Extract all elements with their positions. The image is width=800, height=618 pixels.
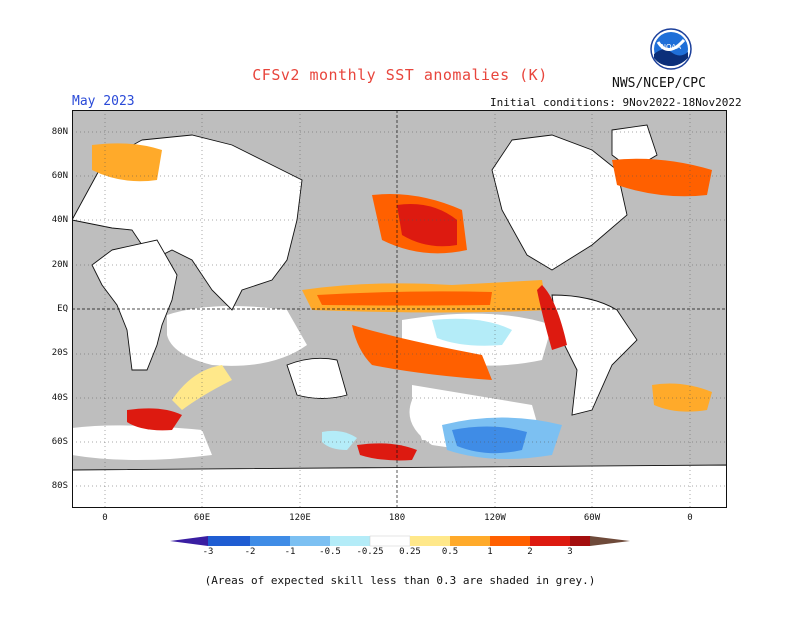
lat-label-40n: 40N: [51, 215, 68, 225]
organization-label: NWS/NCEP/CPC: [612, 76, 706, 91]
lon-label-0-east: 0: [687, 513, 693, 523]
reference-lines: [72, 110, 727, 508]
noaa-logo: NOAA: [650, 28, 692, 70]
colorbar-segment: [170, 536, 208, 546]
colorbar-tick: -0.5: [319, 547, 341, 557]
colorbar-segment: [530, 536, 570, 546]
colorbar-tick: 3: [567, 547, 573, 557]
lon-label-180: 180: [388, 513, 406, 523]
lat-label-40s: 40S: [51, 393, 68, 403]
colorbar-tick: 1: [487, 547, 493, 557]
colorbar-tick: 2: [527, 547, 533, 557]
colorbar-segment: [369, 535, 411, 547]
lon-label-0: 0: [102, 513, 108, 523]
negative-anomaly-regions: [322, 318, 562, 459]
colorbar: [170, 535, 630, 547]
positive-anomaly-regions: [92, 143, 712, 461]
lat-label-60n: 60N: [51, 171, 68, 181]
colorbar-segment: [570, 536, 590, 546]
initial-conditions-label: Initial conditions: 9Nov2022-18Nov2022: [490, 96, 742, 109]
lon-label-120e: 120E: [289, 513, 311, 523]
skill-footnote: (Areas of expected skill less than 0.3 a…: [204, 574, 596, 587]
colorbar-segment: [410, 536, 450, 546]
lon-label-120w: 120W: [484, 513, 506, 523]
colorbar-tick: -2: [244, 547, 256, 557]
colorbar-tick: -3: [202, 547, 214, 557]
colorbar-segment: [208, 536, 250, 546]
lon-label-60e: 60E: [193, 513, 211, 523]
colorbar-segment: [490, 536, 530, 546]
colorbar-segment: [330, 536, 370, 546]
colorbar-tick: 0.25: [399, 547, 421, 557]
sst-anomaly-map: [72, 110, 727, 508]
colorbar-segment: [450, 536, 490, 546]
lat-label-80s: 80S: [51, 481, 68, 491]
valid-month-label: May 2023: [72, 94, 135, 109]
lat-label-60s: 60S: [51, 437, 68, 447]
colorbar-segment: [290, 536, 330, 546]
colorbar-segment: [250, 536, 290, 546]
colorbar-segment: [590, 536, 630, 546]
lat-label-20s: 20S: [51, 348, 68, 358]
colorbar-tick: -0.25: [356, 547, 384, 557]
lon-label-60w: 60W: [583, 513, 601, 523]
lat-label-20n: 20N: [51, 260, 68, 270]
page-title: CFSv2 monthly SST anomalies (K): [252, 66, 548, 84]
colorbar-tick: -1: [284, 547, 296, 557]
svg-text:NOAA: NOAA: [661, 43, 682, 51]
colorbar-tick: 0.5: [441, 547, 459, 557]
lat-label-eq: EQ: [57, 304, 68, 314]
lat-label-80n: 80N: [51, 127, 68, 137]
